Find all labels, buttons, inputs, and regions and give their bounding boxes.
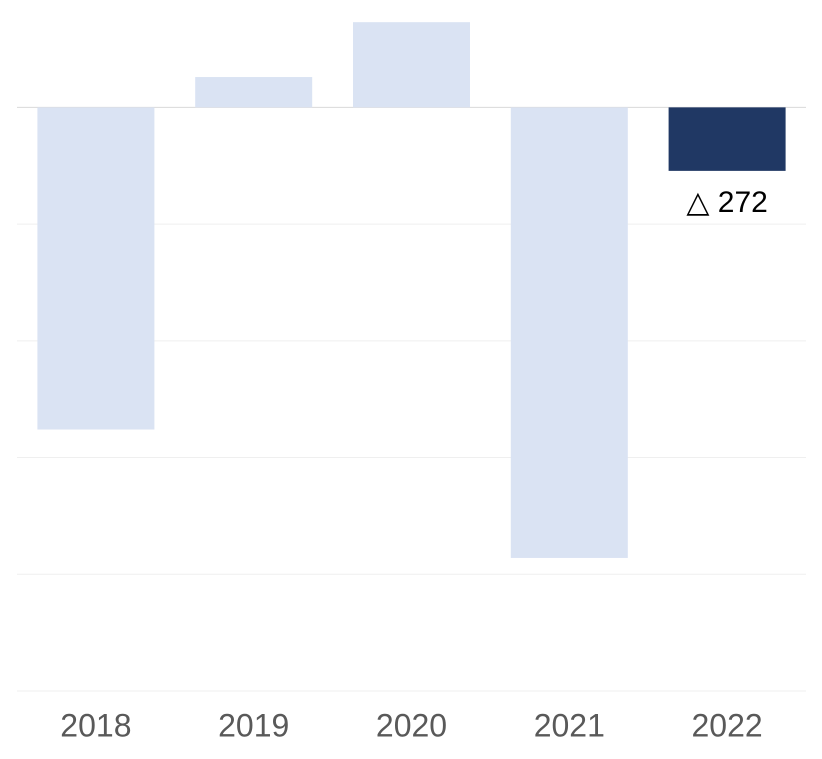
- x-tick-label: 2020: [376, 707, 447, 743]
- x-tick-label: 2021: [534, 707, 605, 743]
- bar: [353, 22, 470, 108]
- x-tick-label: 2022: [692, 707, 763, 743]
- bar: [37, 107, 155, 430]
- x-tick-label: 2018: [60, 707, 131, 743]
- bar: [668, 107, 786, 171]
- bar: [195, 77, 313, 108]
- value-label: △ 272: [686, 186, 767, 219]
- bar: [510, 107, 628, 558]
- x-tick-label: 2019: [218, 707, 289, 743]
